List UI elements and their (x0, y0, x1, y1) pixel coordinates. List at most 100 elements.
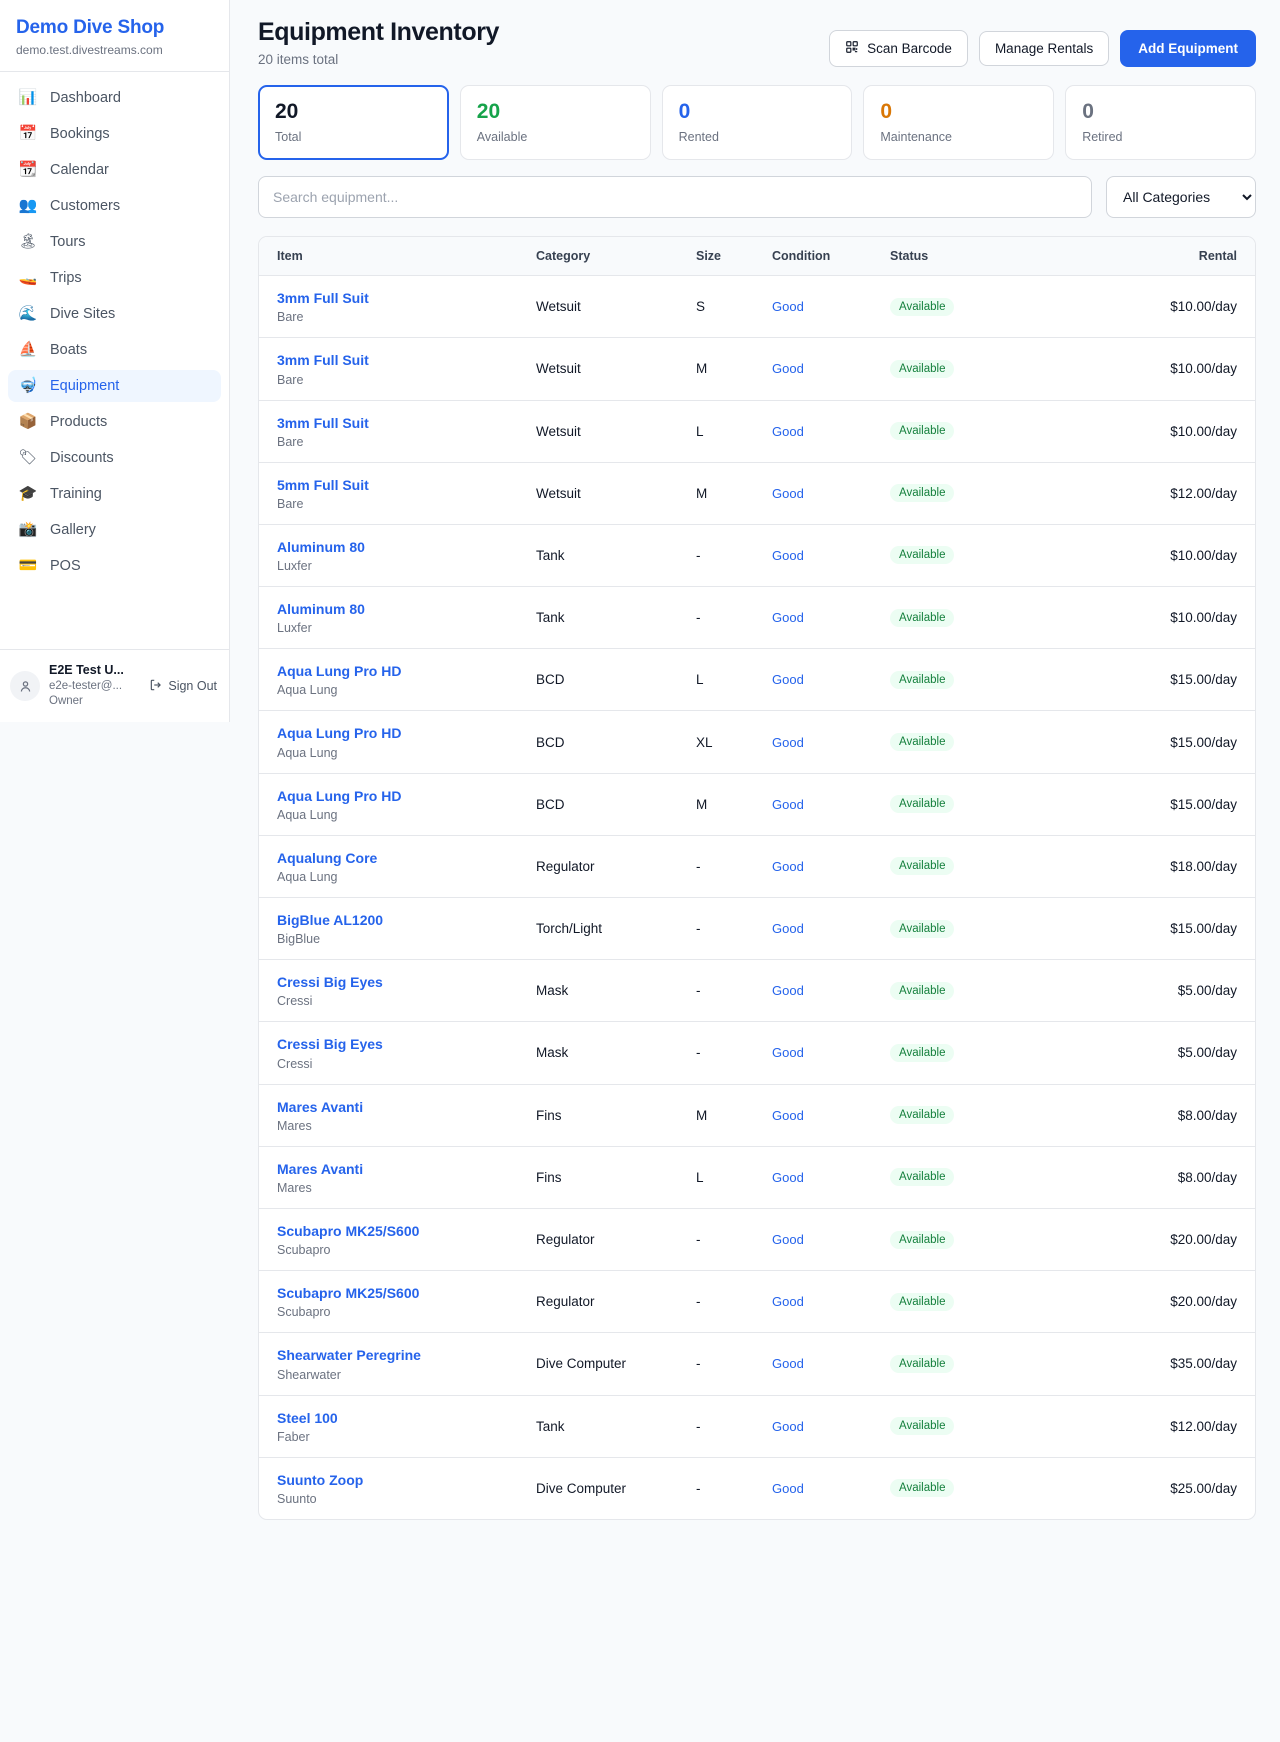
manage-rentals-button[interactable]: Manage Rentals (978, 31, 1110, 66)
sidebar-item-gallery[interactable]: 📸 Gallery (8, 514, 221, 546)
column-header-condition[interactable]: Condition (760, 237, 878, 277)
scan-barcode-button[interactable]: Scan Barcode (829, 30, 968, 67)
sidebar-item-bookings[interactable]: 📅 Bookings (8, 118, 221, 150)
table-row[interactable]: Mares Avanti Mares Fins L Good Available $8.00… (259, 1146, 1255, 1209)
item-link[interactable]: Steel 100 (277, 1409, 338, 1426)
item-link[interactable]: Aqua Lung Pro HD (277, 725, 402, 742)
item-link[interactable]: Mares Avanti (277, 1098, 364, 1115)
condition-link[interactable]: Good (772, 1169, 804, 1185)
table-row[interactable]: BigBlue AL1200 BigBlue Torch/Light - Good Ava… (259, 897, 1255, 961)
condition-link[interactable]: Good (772, 547, 804, 563)
table-row[interactable]: Aqua Lung Pro HD Aqua Lung BCD L Good Availab… (259, 648, 1255, 712)
add-equipment-button[interactable]: Add Equipment (1120, 30, 1256, 67)
sidebar-item-pos[interactable]: 💳 POS (8, 550, 221, 582)
sidebar-item-boats[interactable]: ⛵ Boats (8, 334, 221, 366)
condition-link[interactable]: Good (772, 983, 804, 999)
stat-card-rented[interactable]: 0 Rented (661, 85, 853, 161)
sidebar-item-dive-sites[interactable]: 🌊 Dive Sites (8, 298, 221, 330)
sidebar-item-discounts[interactable]: 🏷 Discounts (8, 442, 221, 474)
table-row[interactable]: Shearwater Peregrine Shearwater Dive Compu… (259, 1332, 1255, 1396)
item-link[interactable]: Aluminum 80 (277, 538, 365, 555)
stat-card-maintenance[interactable]: 0 Maintenance (863, 85, 1055, 161)
sign-out-button[interactable]: Sign Out (149, 678, 219, 695)
condition-link[interactable]: Good (772, 1045, 804, 1061)
status-badge: Available (890, 733, 955, 752)
table-row[interactable]: Cressi Big Eyes Cressi Mask - Good Available $… (259, 959, 1255, 1023)
item-link[interactable]: 3mm Full Suit (277, 290, 369, 307)
column-header-category[interactable]: Category (524, 237, 684, 277)
condition-link[interactable]: Good (772, 361, 804, 377)
item-link[interactable]: Suunto Zoop (277, 1471, 364, 1488)
condition-link[interactable]: Good (772, 1356, 804, 1372)
search-input[interactable] (258, 176, 1092, 219)
item-link[interactable]: Aluminum 80 (277, 601, 365, 618)
condition-link[interactable]: Good (772, 672, 804, 688)
condition-link[interactable]: Good (772, 423, 804, 439)
table-row[interactable]: 3mm Full Suit Bare Wetsuit L Good Available $1… (259, 400, 1255, 463)
table-row[interactable]: Steel 100 Faber Tank - Good Available $12.00/d… (259, 1395, 1255, 1458)
column-header-size[interactable]: Size (684, 237, 760, 277)
brand-name: Demo Dive Shop (16, 17, 165, 38)
item-link[interactable]: 5mm Full Suit (277, 476, 369, 493)
sidebar-item-calendar[interactable]: 📆 Calendar (8, 154, 221, 186)
item-link[interactable]: Scubapro MK25/S600 (277, 1285, 420, 1302)
item-link[interactable]: Aqua Lung Pro HD (277, 663, 402, 680)
column-header-rental[interactable]: Rental (998, 237, 1255, 277)
stat-card-total[interactable]: 20 Total (258, 85, 449, 161)
condition-link[interactable]: Good (772, 1232, 804, 1248)
condition-link[interactable]: Good (772, 734, 804, 750)
column-header-item[interactable]: Item (259, 237, 524, 277)
table-row[interactable]: 3mm Full Suit Bare Wetsuit S Good Available $1… (259, 275, 1255, 339)
condition-link[interactable]: Good (772, 921, 804, 937)
table-row[interactable]: Aluminum 80 Luxfer Tank - Good Available $10.0… (259, 524, 1255, 588)
sidebar-item-products[interactable]: 📦 Products (8, 406, 221, 438)
sidebar-item-dashboard[interactable]: 📊 Dashboard (8, 82, 221, 114)
stat-card-retired[interactable]: 0 Retired (1065, 85, 1256, 161)
cell-category: BCD (524, 773, 684, 836)
condition-link[interactable]: Good (772, 796, 804, 812)
sidebar-item-tours[interactable]: 🏝 Tours (8, 226, 221, 258)
sidebar-item-trips[interactable]: 🚤 Trips (8, 262, 221, 294)
table-row[interactable]: Mares Avanti Mares Fins M Good Available $8.00… (259, 1084, 1255, 1147)
condition-link[interactable]: Good (772, 1294, 804, 1310)
item-link[interactable]: Cressi Big Eyes (277, 974, 383, 991)
table-row[interactable]: Cressi Big Eyes Cressi Mask - Good Available $… (259, 1021, 1255, 1085)
item-link[interactable]: BigBlue AL1200 (277, 912, 384, 929)
sidebar-item-equipment[interactable]: 🤿 Equipment (8, 369, 221, 402)
cell-size: L (684, 648, 760, 712)
item-link[interactable]: Cressi Big Eyes (277, 1036, 383, 1053)
sidebar-item-customers[interactable]: 👥 Customers (8, 190, 221, 222)
item-link[interactable]: Aqua Lung Pro HD (277, 787, 402, 804)
table-row[interactable]: Suunto Zoop Suunto Dive Computer - Good Avail… (259, 1457, 1255, 1519)
table-row[interactable]: Aluminum 80 Luxfer Tank - Good Available $10.0… (259, 586, 1255, 650)
table-row[interactable]: Aqua Lung Pro HD Aqua Lung BCD XL Good Availa… (259, 710, 1255, 774)
cell-condition: Good (760, 1208, 878, 1272)
condition-link[interactable]: Good (772, 485, 804, 501)
condition-link[interactable]: Good (772, 858, 804, 874)
condition-link[interactable]: Good (772, 1418, 804, 1434)
table-row[interactable]: Scubapro MK25/S600 Scubapro Regulator - Good… (259, 1208, 1255, 1272)
item-link[interactable]: Mares Avanti (277, 1160, 364, 1177)
condition-link[interactable]: Good (772, 299, 804, 315)
item-link[interactable]: 3mm Full Suit (277, 414, 369, 431)
cell-size: M (684, 462, 760, 525)
item-link[interactable]: Scubapro MK25/S600 (277, 1222, 420, 1239)
column-header-status[interactable]: Status (878, 237, 998, 277)
condition-link[interactable]: Good (772, 1480, 804, 1496)
table-row[interactable]: Aqualung Core Aqua Lung Regulator - Good Avai… (259, 835, 1255, 899)
item-link[interactable]: 3mm Full Suit (277, 352, 369, 369)
table-row[interactable]: Aqua Lung Pro HD Aqua Lung BCD M Good Availab… (259, 773, 1255, 836)
category-filter-select[interactable]: All Categories (1106, 176, 1256, 219)
status-badge: Available (890, 608, 955, 627)
item-link[interactable]: Shearwater Peregrine (277, 1347, 421, 1364)
condition-link[interactable]: Good (772, 1107, 804, 1123)
table-row[interactable]: 3mm Full Suit Bare Wetsuit M Good Available $1… (259, 337, 1255, 401)
credit-card-icon: 💳 (18, 556, 38, 575)
rental-price: $10.00/day (1170, 547, 1237, 563)
item-link[interactable]: Aqualung Core (277, 849, 378, 866)
table-row[interactable]: Scubapro MK25/S600 Scubapro Regulator - Good… (259, 1270, 1255, 1334)
condition-link[interactable]: Good (772, 610, 804, 626)
stat-card-available[interactable]: 20 Available (459, 85, 651, 161)
sidebar-item-training[interactable]: 🎓 Training (8, 478, 221, 510)
table-row[interactable]: 5mm Full Suit Bare Wetsuit M Good Available $1… (259, 462, 1255, 525)
